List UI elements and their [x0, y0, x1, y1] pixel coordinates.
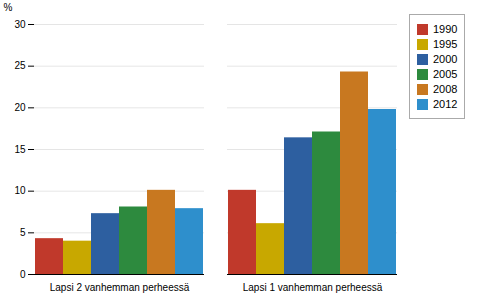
svg-text:5: 5 — [20, 227, 26, 238]
html-text:2012: 2012 — [433, 98, 458, 110]
svg-text:30: 30 — [14, 19, 26, 30]
svg-text:Lapsi 1 vanhemman perheessä: Lapsi 1 vanhemman perheessä — [243, 282, 383, 293]
html-text:2008: 2008 — [433, 83, 458, 95]
html-text:2005: 2005 — [433, 68, 458, 80]
svg-text:0: 0 — [20, 269, 26, 280]
svg-text:20: 20 — [14, 102, 26, 113]
html-text:2000: 2000 — [433, 53, 458, 65]
svg-text:15: 15 — [14, 144, 26, 155]
html-text:1995: 1995 — [433, 38, 458, 50]
svg-text:%: % — [4, 2, 13, 13]
svg-text:10: 10 — [14, 185, 26, 196]
svg-text:Lapsi 2 vanhemman perheessä: Lapsi 2 vanhemman perheessä — [50, 282, 190, 293]
svg-text:25: 25 — [14, 60, 26, 71]
html-text:1990: 1990 — [433, 23, 458, 35]
